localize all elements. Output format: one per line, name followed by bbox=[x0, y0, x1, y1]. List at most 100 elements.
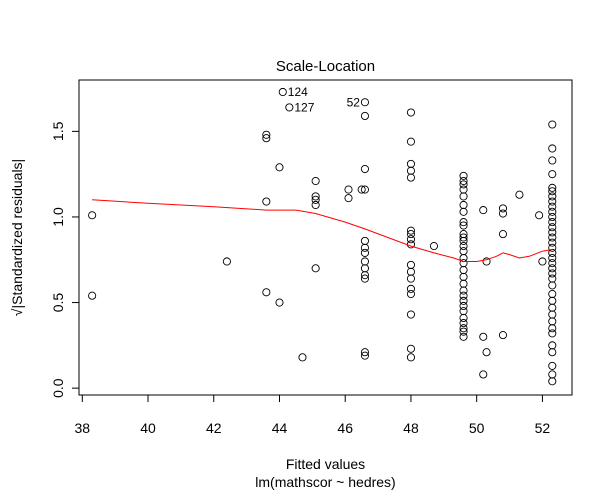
data-point bbox=[285, 103, 294, 112]
data-point bbox=[548, 259, 557, 268]
data-point bbox=[311, 192, 320, 201]
data-point bbox=[278, 87, 287, 97]
model-formula-label: lm(mathscor ~ hedres) bbox=[255, 474, 395, 490]
data-point bbox=[498, 331, 508, 340]
data-point bbox=[88, 291, 97, 300]
data-points bbox=[88, 87, 557, 386]
point-annotation: 127 bbox=[294, 100, 314, 114]
x-tick-label: 46 bbox=[337, 420, 353, 436]
data-point bbox=[482, 257, 491, 266]
data-point bbox=[406, 284, 416, 293]
data-point bbox=[311, 200, 320, 210]
data-point bbox=[538, 257, 547, 266]
data-point bbox=[498, 204, 508, 213]
data-point bbox=[357, 185, 366, 194]
data-point bbox=[548, 120, 557, 129]
data-point bbox=[459, 324, 468, 333]
y-axis-label: √|Standardized residuals| bbox=[9, 159, 25, 316]
data-point bbox=[406, 353, 416, 362]
data-point bbox=[406, 137, 416, 146]
data-point bbox=[479, 370, 488, 379]
data-point bbox=[459, 301, 468, 311]
data-point bbox=[360, 243, 369, 252]
data-point bbox=[459, 233, 468, 242]
data-point bbox=[262, 288, 271, 297]
data-point bbox=[459, 296, 468, 305]
data-point bbox=[479, 206, 488, 215]
data-point bbox=[222, 257, 231, 266]
data-point bbox=[406, 230, 416, 239]
data-point bbox=[459, 207, 468, 216]
data-point bbox=[548, 212, 557, 222]
data-point bbox=[360, 348, 369, 357]
data-point bbox=[275, 163, 284, 172]
data-point bbox=[459, 218, 468, 227]
point-annotation: 52 bbox=[347, 95, 361, 109]
x-tick-label: 52 bbox=[535, 420, 551, 436]
y-axis: 0.0 0.5 1.0 1.5 bbox=[50, 121, 79, 398]
data-point bbox=[548, 218, 557, 227]
data-point bbox=[459, 291, 468, 300]
data-point bbox=[344, 185, 353, 194]
x-tick-label: 42 bbox=[206, 420, 222, 436]
x-tick-label: 38 bbox=[74, 420, 90, 436]
data-point bbox=[459, 319, 468, 328]
data-point bbox=[406, 108, 416, 117]
data-point bbox=[459, 286, 468, 295]
data-point bbox=[459, 236, 468, 245]
data-point bbox=[548, 248, 557, 257]
data-point bbox=[459, 180, 468, 189]
data-point bbox=[548, 269, 557, 278]
data-point bbox=[498, 209, 508, 218]
x-tick-label: 50 bbox=[469, 420, 485, 436]
y-tick-label: 0.5 bbox=[50, 293, 66, 313]
data-point bbox=[360, 111, 369, 121]
data-point bbox=[459, 221, 468, 230]
data-point bbox=[479, 332, 488, 341]
data-point bbox=[429, 242, 439, 251]
data-point bbox=[515, 190, 524, 199]
data-point bbox=[459, 192, 468, 201]
data-point bbox=[88, 211, 97, 220]
y-tick-label: 1.5 bbox=[50, 121, 66, 141]
data-point bbox=[406, 235, 416, 244]
point-annotation: 124 bbox=[288, 85, 308, 99]
data-point bbox=[406, 226, 416, 235]
data-point bbox=[262, 130, 271, 139]
smooth-line bbox=[92, 199, 553, 262]
data-point bbox=[360, 271, 369, 280]
data-point bbox=[535, 211, 544, 220]
data-point bbox=[548, 223, 557, 232]
data-point bbox=[548, 183, 557, 192]
data-point bbox=[406, 289, 416, 299]
data-point bbox=[548, 170, 557, 179]
data-point bbox=[548, 243, 557, 252]
data-point bbox=[275, 298, 284, 307]
data-point bbox=[482, 348, 491, 357]
data-point bbox=[459, 313, 468, 323]
data-point bbox=[360, 98, 369, 107]
data-point bbox=[548, 281, 557, 290]
data-point bbox=[262, 134, 271, 143]
data-point bbox=[548, 253, 557, 263]
data-point bbox=[498, 230, 508, 239]
data-point bbox=[548, 233, 557, 242]
x-tick-label: 40 bbox=[140, 420, 156, 436]
data-point bbox=[548, 329, 557, 338]
data-point bbox=[360, 185, 369, 194]
data-point bbox=[548, 238, 557, 247]
data-point bbox=[360, 351, 369, 360]
y-tick-label: 1.0 bbox=[50, 207, 66, 227]
data-point bbox=[548, 228, 557, 237]
data-point bbox=[459, 327, 468, 336]
data-point bbox=[344, 194, 353, 203]
data-point bbox=[548, 202, 557, 211]
data-point bbox=[360, 274, 369, 283]
y-tick-label: 0.0 bbox=[50, 378, 66, 398]
data-point bbox=[406, 173, 416, 182]
data-point bbox=[548, 264, 557, 273]
data-point bbox=[311, 264, 320, 273]
